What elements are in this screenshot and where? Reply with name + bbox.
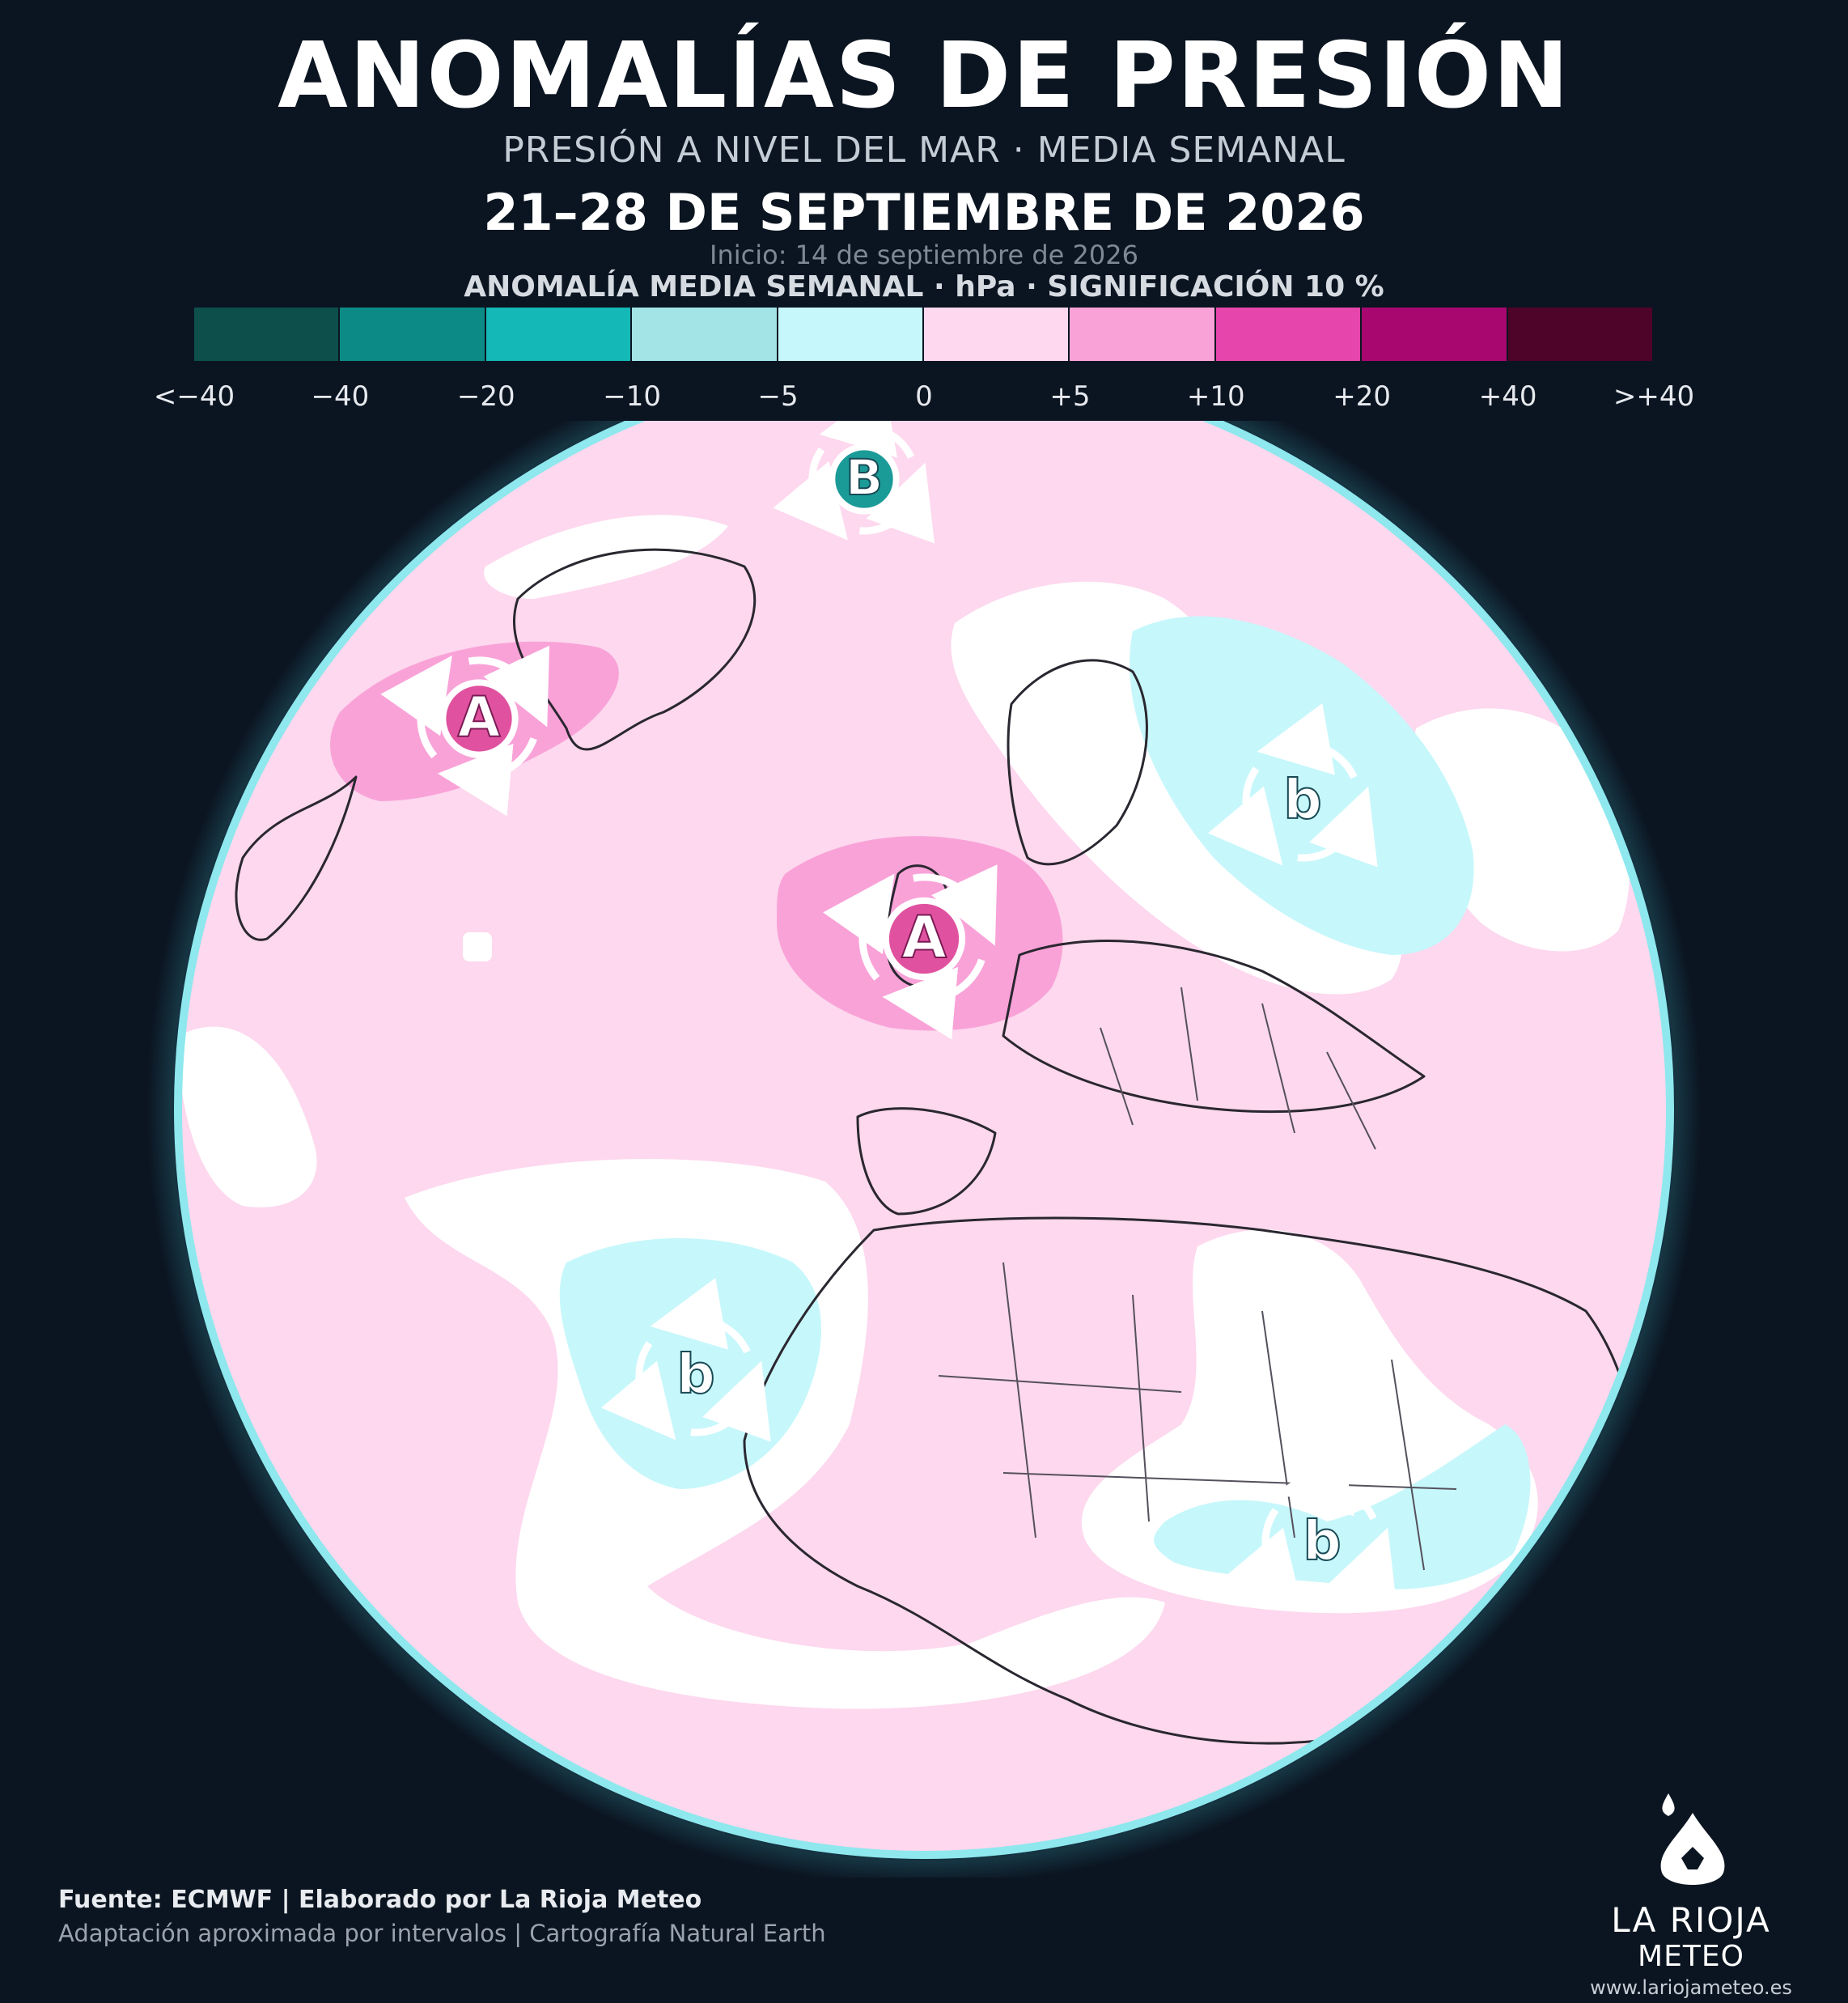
color-scale-ticks: <−40 −40 −20 −10 −5 0 +5 +10 +20 +40 >+40	[0, 380, 1848, 413]
scale-tick-label: −20	[456, 380, 515, 413]
anomaly-field	[178, 421, 1670, 1855]
pressure-centre-label: B	[846, 450, 883, 507]
low-pressure-symbol: b	[1227, 1444, 1397, 1609]
pressure-centre-label: b	[1303, 1509, 1341, 1572]
circulation-arrow	[1276, 1444, 1377, 1521]
website-url[interactable]: www.lariojameteo.es	[1590, 1976, 1792, 1999]
pressure-centre-label: b	[676, 1343, 715, 1406]
scale-tick-label: −40	[311, 380, 370, 413]
scale-swatch	[1507, 308, 1655, 361]
logo-line1: LA RIOJA	[1611, 1900, 1771, 1940]
scale-tick-label: +5	[1049, 380, 1091, 413]
low-pressure-symbol: b	[1207, 702, 1378, 868]
circulation-arrow	[913, 864, 998, 946]
high-pressure-symbol: A	[823, 864, 998, 1040]
scale-tick-label: <−40	[153, 380, 235, 413]
page-subtitle: PRESIÓN A NIVEL DEL MAR · MEDIA SEMANAL	[502, 129, 1346, 171]
negative-area-russia	[1130, 616, 1474, 955]
scale-swatch	[340, 308, 486, 361]
circulation-arrow	[437, 736, 537, 817]
pressure-centre-label: A	[458, 686, 501, 750]
pressure-centres: A A Bb b b	[380, 421, 1397, 1609]
low-pressure-symbol: b	[600, 1277, 771, 1442]
high-pressure-symbol: A	[380, 645, 549, 817]
circulation-arrow	[380, 655, 452, 759]
circulation-arrow	[1227, 1508, 1303, 1607]
scale-swatch	[1070, 308, 1216, 361]
scale-tick-label: +20	[1333, 380, 1392, 413]
neutral-area-caribbean	[178, 1026, 317, 1207]
circulation-arrow	[859, 462, 935, 544]
globe-rim	[174, 421, 1674, 1859]
pressure-centre-label: A	[901, 904, 947, 972]
scale-swatch	[778, 308, 925, 361]
scale-tick-label: −10	[603, 380, 662, 413]
circulation-arrow	[1297, 786, 1378, 868]
north-america-coast	[235, 775, 358, 941]
pressure-centre-label: b	[1283, 768, 1322, 831]
iberia-outline	[856, 1107, 997, 1216]
circulation-arrow	[823, 873, 895, 981]
init-date: Inicio: 14 de septiembre de 2026	[710, 240, 1138, 270]
logo-line2: METEO	[1638, 1940, 1744, 1973]
scale-tick-label: +40	[1478, 380, 1537, 413]
scale-swatch	[194, 308, 341, 361]
scandinavia-outline	[1007, 659, 1148, 866]
low-pressure-symbol: B	[773, 421, 935, 544]
date-range: 21–28 DE SEPTIEMBRE DE 2026	[483, 183, 1365, 242]
scale-swatch	[1215, 308, 1363, 361]
globe-map: A A Bb b b	[147, 421, 1701, 1878]
scale-tick-label: +10	[1186, 380, 1245, 413]
scale-swatch	[1362, 308, 1508, 361]
scale-swatch	[632, 308, 778, 361]
source-credit: Fuente: ECMWF | Elaborado por La Rioja M…	[58, 1886, 702, 1914]
scale-tick-label: −5	[757, 380, 799, 413]
circulation-arrow	[819, 421, 915, 459]
europe-outline	[1002, 940, 1426, 1114]
circulation-arrow	[1316, 1527, 1397, 1609]
circulation-arrow	[690, 1360, 771, 1442]
circulation-arrow	[1207, 766, 1283, 866]
color-scale	[194, 308, 1655, 361]
circulation-arrow	[650, 1277, 751, 1354]
circulation-arrow	[468, 645, 549, 728]
scale-tick-label: >+40	[1613, 380, 1695, 413]
scale-swatch	[485, 308, 633, 361]
circulation-arrow	[1257, 702, 1358, 779]
droplet-icon	[1660, 1793, 1725, 1885]
circulation-arrow	[882, 958, 985, 1040]
neutral-spot	[463, 932, 492, 961]
scale-tick-label: 0	[915, 380, 933, 413]
cartography-note: Adaptación aproximada por intervalos | C…	[58, 1920, 826, 1947]
borders	[938, 987, 1457, 1571]
circulation-arrow	[773, 447, 848, 541]
brand-logo[interactable]: LA RIOJA METEO www.lariojameteo.es	[1586, 1789, 1796, 1999]
legend-title: ANOMALÍA MEDIA SEMANAL · hPa · SIGNIFICA…	[464, 270, 1384, 303]
page-title: ANOMALÍAS DE PRESIÓN	[278, 23, 1570, 129]
circulation-arrow	[600, 1341, 676, 1441]
scale-swatch	[924, 308, 1070, 361]
